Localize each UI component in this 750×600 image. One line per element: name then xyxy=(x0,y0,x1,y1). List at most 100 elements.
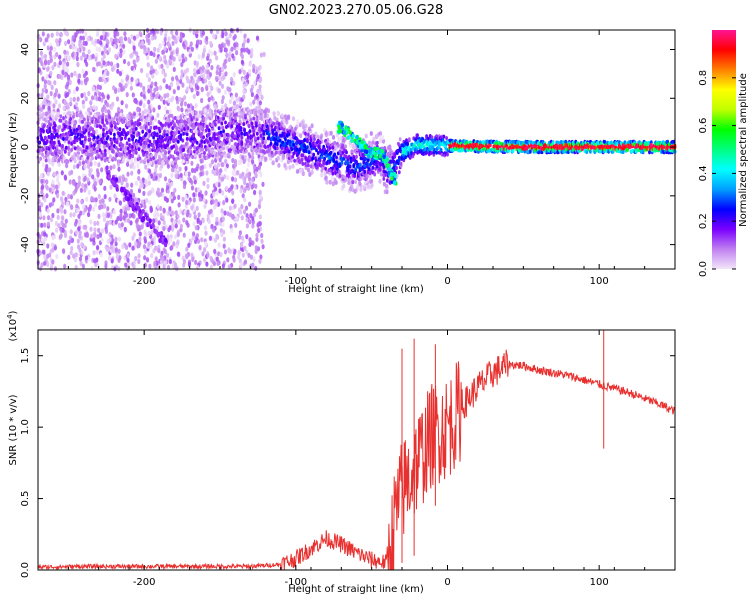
spectrogram-cell xyxy=(45,139,49,144)
spectrogram-cell xyxy=(175,164,179,170)
spectrogram-cell xyxy=(38,250,43,256)
spectrogram-cell xyxy=(251,151,255,156)
spectrogram-cell xyxy=(161,192,165,198)
spectrogram-cell xyxy=(175,30,179,36)
spectrogram-cell xyxy=(159,30,163,36)
spectrogram-cell xyxy=(240,54,244,60)
spectrogram-cell xyxy=(186,222,190,228)
spectrogram-cell xyxy=(257,203,261,209)
spectrogram-cell xyxy=(145,197,149,203)
spectrogram-cell xyxy=(89,100,93,106)
spectrogram-cell xyxy=(77,213,81,219)
spectrogram-cell xyxy=(72,164,76,170)
spectrogram-cell xyxy=(49,122,53,127)
spectrogram-cell xyxy=(257,164,261,170)
spectrogram-cell xyxy=(215,69,219,76)
spectrogram-cell xyxy=(254,248,258,254)
spectrogram-cell xyxy=(193,179,197,185)
spectrogram-cell xyxy=(250,159,255,165)
spectrogram-cell xyxy=(250,51,254,58)
spectrogram-cell xyxy=(138,231,142,237)
spectrogram-cell xyxy=(215,256,219,262)
spectrogram-cell xyxy=(260,94,264,100)
spectrogram-cell xyxy=(416,133,419,138)
spectrogram-cell xyxy=(134,255,138,262)
spectrogram-cell xyxy=(83,58,87,64)
spectrogram-cell xyxy=(249,101,253,107)
spectrogram-cell xyxy=(66,145,71,151)
spectrogram-cell xyxy=(118,200,122,206)
spectrogram-cell xyxy=(171,40,175,46)
spectrogram-cell xyxy=(120,180,124,186)
spectrogram-cell xyxy=(189,103,193,109)
spectrogram-cell xyxy=(163,129,166,134)
spectrogram-cell xyxy=(291,116,296,121)
spectrogram-cell xyxy=(97,96,102,102)
spectrogram-cell xyxy=(139,141,143,146)
spectrogram-cell xyxy=(135,218,139,224)
spectrogram-cell xyxy=(62,137,65,141)
spectrogram-cell xyxy=(55,189,60,195)
spectrogram-cell xyxy=(43,222,47,228)
spectrogram-cell xyxy=(124,244,128,250)
spectrogram-cell xyxy=(233,203,237,209)
spectrogram-cell xyxy=(82,103,86,109)
spectrogram-cell xyxy=(182,262,186,268)
spectrogram-cell xyxy=(204,190,208,196)
spectrogram-cell xyxy=(181,138,185,143)
spectrogram-cell xyxy=(351,143,355,149)
spectrogram-cell xyxy=(63,149,67,154)
spectrogram-cell xyxy=(261,140,265,145)
spectrogram-cell xyxy=(252,99,256,105)
spectrogram-cell xyxy=(48,187,52,193)
spectrogram-cell xyxy=(226,175,230,181)
spectrogram-cell xyxy=(51,234,55,241)
spectrogram-cell xyxy=(113,132,116,137)
spectrogram-cell xyxy=(209,208,213,214)
spectrogram-cell xyxy=(217,242,221,248)
spectrogram-cell xyxy=(63,99,67,105)
spectrogram-cell xyxy=(51,259,55,265)
spectrogram-cell xyxy=(238,69,242,75)
spectrogram-cell xyxy=(348,164,352,169)
spectrogram-cell xyxy=(92,237,96,243)
spectrogram-cell xyxy=(72,96,76,102)
spectrogram-cell xyxy=(64,40,68,47)
spectrogram-cell xyxy=(171,95,175,101)
spectrogram-cell xyxy=(62,105,66,111)
spectrogram-cell xyxy=(254,207,258,213)
spectrogram-cell xyxy=(243,197,247,203)
spectrogram-cell xyxy=(251,240,255,246)
spectrogram-cell xyxy=(235,215,239,221)
spectrogram-cell xyxy=(161,69,165,75)
spectrogram-cell xyxy=(141,115,145,120)
spectrogram-cell xyxy=(240,242,244,248)
spectrogram-cell xyxy=(126,218,131,224)
spectrogram-cell xyxy=(97,162,101,168)
spectrogram-cell xyxy=(94,38,98,45)
spectrogram-cell xyxy=(262,51,266,58)
spectrogram-cell xyxy=(55,184,59,190)
spectrogram-cell xyxy=(92,104,96,110)
spectrogram-cell xyxy=(124,206,128,212)
spectrogram-cell xyxy=(61,62,65,68)
spectrogram-cell xyxy=(100,156,104,161)
spectrogram-cell xyxy=(134,241,138,247)
spectrogram-cell xyxy=(56,173,60,180)
spectrogram-cell xyxy=(190,179,194,185)
spectrogram-cell xyxy=(256,73,260,79)
spectrogram-cell xyxy=(312,152,316,157)
spectrogram-cell xyxy=(164,59,168,65)
spectrogram-cell xyxy=(239,28,243,34)
spectrogram-cell xyxy=(108,237,112,243)
spectrogram-cell xyxy=(53,140,56,145)
spectrogram-cell xyxy=(337,169,341,174)
spectrogram-cell xyxy=(233,185,237,191)
spectrogram-cell xyxy=(169,194,173,200)
spectrogram-cell xyxy=(142,93,146,99)
spectrogram-cell xyxy=(98,179,102,185)
spectrogram-cell xyxy=(136,106,140,112)
spectrogram-cell xyxy=(162,208,166,214)
spectrogram-cell xyxy=(152,156,156,161)
spectrogram-cell xyxy=(43,254,47,260)
